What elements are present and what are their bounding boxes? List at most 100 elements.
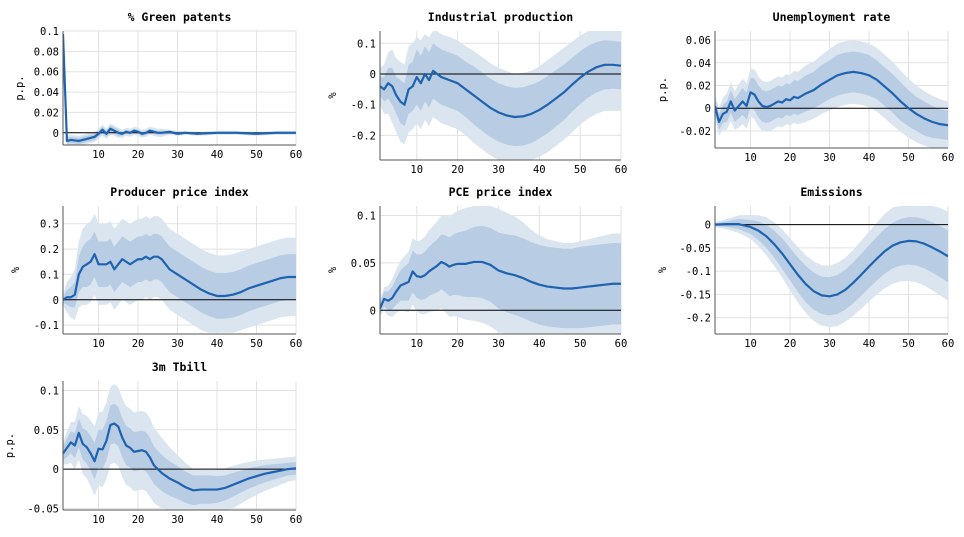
mean-response-line (63, 253, 296, 301)
subplot-3: 10 20 30 40 50 60 -0.1 0 0.1 0.2 0.3 Producer price… (10, 185, 302, 350)
x-tick-label: 60 (290, 514, 303, 526)
y-tick-label: 0.06 (34, 67, 59, 79)
x-tick-label: 30 (492, 338, 505, 350)
x-tick-label: 50 (250, 514, 263, 526)
x-tick-label: 60 (290, 338, 303, 350)
x-tick-label: 10 (744, 338, 757, 350)
y-axis-label: p.p. (657, 77, 669, 102)
x-tick-label: 10 (410, 338, 423, 350)
x-tick-label: 30 (171, 514, 184, 526)
y-tick-label: 0 (53, 295, 59, 307)
x-tick-label: 40 (211, 149, 224, 161)
x-tick-label: 30 (492, 164, 505, 176)
x-tick-label: 50 (250, 149, 263, 161)
y-tick-label: 0 (705, 103, 711, 115)
x-tick-label: 50 (574, 164, 587, 176)
subplot-title: % Green patents (128, 10, 232, 24)
x-tick-label: 30 (823, 152, 836, 164)
inner-confidence-band (715, 51, 948, 141)
mean-response-line (715, 70, 948, 127)
subplot-title: Emissions (800, 185, 862, 199)
subplot-1: 10 20 30 40 50 60 -0.2 -0.1 0 0.1 Industrial produ… (327, 10, 627, 176)
subplot-5: 10 20 30 40 50 60 -0.2 -0.15 -0.1 -0.05 0 Emissions… (657, 185, 954, 350)
x-tick-label: 10 (410, 164, 423, 176)
y-tick-label: 0.1 (40, 26, 59, 38)
y-tick-label: 0.3 (40, 219, 59, 231)
y-tick-label: 0.06 (686, 35, 711, 47)
y-tick-label: -0.15 (679, 289, 711, 301)
y-tick-label: -0.1 (351, 100, 376, 112)
mean-response-line (380, 260, 621, 309)
mean-response-line (63, 422, 296, 492)
y-tick-label: 0 (53, 464, 59, 476)
y-tick-label: 0.2 (40, 244, 59, 256)
y-tick-label: 0.02 (686, 81, 711, 93)
y-tick-label: 0.05 (34, 425, 59, 437)
x-tick-label: 50 (574, 338, 587, 350)
subplot-title: Unemployment rate (773, 10, 891, 24)
x-tick-label: 60 (290, 149, 303, 161)
subplot-title: PCE price index (449, 185, 553, 199)
x-tick-label: 10 (92, 338, 105, 350)
subplot-title: Industrial production (428, 10, 573, 24)
x-tick-label: 10 (92, 514, 105, 526)
subplot-2: 10 20 30 40 50 60 -0.02 0 0.02 0.04 0.06 Unemployme… (657, 10, 954, 164)
y-axis-label: % (327, 266, 339, 273)
x-tick-label: 40 (863, 338, 876, 350)
x-tick-label: 20 (451, 164, 464, 176)
x-tick-label: 60 (942, 152, 955, 164)
x-tick-label: 60 (615, 338, 628, 350)
y-tick-label: 0 (53, 128, 59, 140)
y-tick-label: -0.05 (27, 503, 59, 515)
x-tick-label: 20 (451, 338, 464, 350)
x-tick-label: 40 (863, 152, 876, 164)
axes-background (63, 31, 296, 145)
y-tick-label: 0.1 (40, 385, 59, 397)
y-axis-label: % (10, 266, 22, 273)
y-tick-label: -0.2 (351, 130, 376, 142)
y-axis-label: p.p. (14, 75, 26, 100)
y-tick-label: 0 (370, 305, 376, 317)
x-tick-label: 20 (784, 338, 797, 350)
mean-response-line (380, 63, 621, 119)
y-tick-label: -0.02 (679, 126, 711, 138)
x-tick-label: 50 (902, 152, 915, 164)
mean-response-line (715, 223, 948, 298)
x-tick-label: 30 (823, 338, 836, 350)
y-tick-label: -0.1 (34, 320, 59, 332)
inner-confidence-band (380, 225, 621, 329)
x-tick-label: 50 (902, 338, 915, 350)
y-tick-label: 0.05 (351, 258, 376, 270)
x-tick-label: 10 (92, 149, 105, 161)
x-tick-label: 10 (744, 152, 757, 164)
subplot-title: Producer price index (110, 185, 249, 199)
x-tick-label: 20 (132, 338, 145, 350)
x-tick-label: 20 (132, 149, 145, 161)
y-axis-label: % (657, 266, 669, 273)
y-axis-label: p.p. (4, 433, 16, 458)
y-tick-label: 0 (370, 69, 376, 81)
y-tick-label: 0.04 (686, 58, 711, 70)
x-tick-label: 40 (533, 338, 546, 350)
inner-confidence-band (380, 40, 621, 147)
y-tick-label: -0.05 (679, 243, 711, 255)
x-tick-label: 60 (942, 338, 955, 350)
mean-response-line (63, 34, 296, 143)
y-tick-label: 0.02 (34, 107, 59, 119)
x-tick-label: 20 (132, 514, 145, 526)
x-tick-label: 50 (250, 338, 263, 350)
x-tick-label: 30 (171, 338, 184, 350)
y-tick-label: -0.1 (686, 266, 711, 278)
y-tick-label: -0.2 (686, 313, 711, 325)
x-tick-label: 30 (171, 149, 184, 161)
x-tick-label: 40 (533, 164, 546, 176)
y-tick-label: 0 (705, 220, 711, 232)
inner-confidence-band (63, 403, 296, 506)
subplot-4: 10 20 30 40 50 60 0 0.05 0.1 PCE price index% (327, 185, 627, 350)
x-tick-label: 60 (615, 164, 628, 176)
y-tick-label: 0.08 (34, 46, 59, 58)
y-axis-label: % (327, 92, 339, 99)
y-tick-label: 0.1 (357, 210, 376, 222)
subplot-title: 3m Tbill (152, 360, 207, 374)
y-tick-label: 0.1 (40, 269, 59, 281)
